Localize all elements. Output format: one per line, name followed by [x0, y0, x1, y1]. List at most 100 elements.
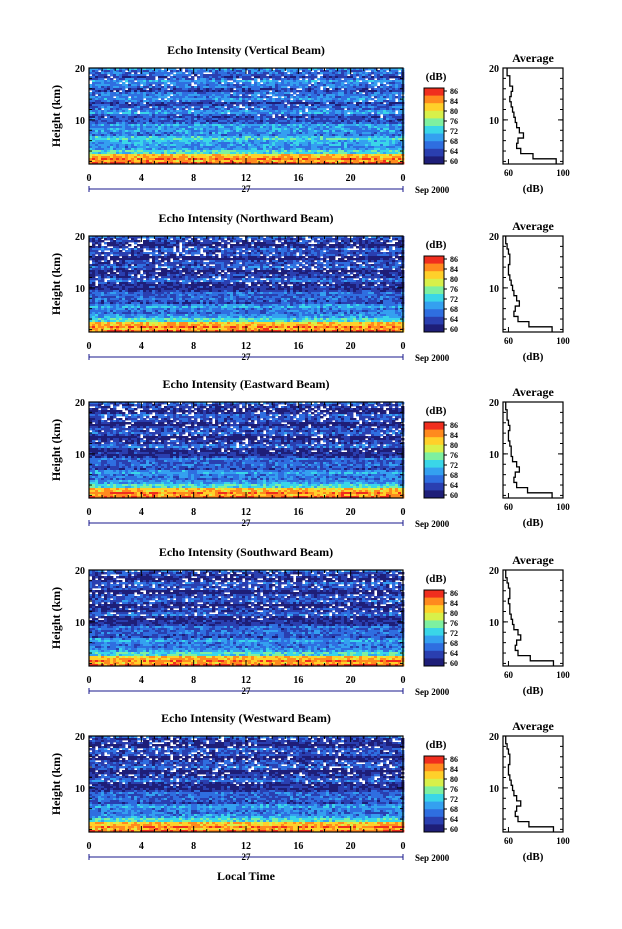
- heatmap-cell: [95, 92, 98, 94]
- heatmap-cell: [194, 74, 197, 76]
- heatmap-cell: [356, 74, 359, 76]
- heatmap-cell: [269, 92, 272, 94]
- x-tick-label: 16: [293, 173, 303, 184]
- heatmap-cell: [272, 94, 275, 96]
- heatmap-cell: [233, 102, 236, 104]
- heatmap-cell: [395, 96, 398, 98]
- heatmap-cell: [374, 96, 377, 98]
- x-tick-label: 0: [401, 173, 406, 184]
- heatmap-cell: [143, 96, 146, 98]
- heatmap-cell: [308, 102, 311, 104]
- heatmap-cell: [266, 72, 269, 74]
- heatmap-cell: [278, 78, 281, 80]
- heatmap-cell: [320, 72, 323, 74]
- heatmap-cell: [386, 82, 389, 84]
- heatmap-cell: [227, 78, 230, 80]
- heatmap-cell: [122, 78, 125, 80]
- heatmap-cell: [371, 98, 374, 100]
- heatmap-cell: [167, 86, 170, 88]
- heatmap-cell: [152, 82, 155, 84]
- heatmap-cell: [173, 70, 176, 72]
- heatmap-cell: [134, 78, 137, 80]
- heatmap-cell: [359, 78, 362, 80]
- heatmap-cell: [368, 86, 371, 88]
- colorbar-tick-label: 84: [450, 97, 458, 106]
- heatmap-cell: [230, 90, 233, 92]
- heatmap-cell: [347, 110, 350, 112]
- heatmap-cell: [263, 96, 266, 98]
- heatmap-cell: [371, 94, 374, 96]
- heatmap-cell: [167, 80, 170, 82]
- heatmap-cell: [140, 82, 143, 84]
- heatmap-cell: [221, 80, 224, 82]
- date-label: Sep 2000: [415, 185, 450, 195]
- colorbar-tick-label: 68: [450, 137, 458, 146]
- y-tick-label: 20: [75, 64, 85, 75]
- heatmap-cell: [395, 92, 398, 94]
- heatmap-cell: [167, 94, 170, 96]
- heatmap-cell: [107, 72, 110, 74]
- heatmap-cell: [392, 76, 395, 78]
- heatmap-cell: [296, 86, 299, 88]
- heatmap-cell: [287, 84, 290, 86]
- heatmap-cell: [287, 102, 290, 104]
- heatmap-cell: [257, 112, 260, 114]
- heatmap-cell: [362, 90, 365, 92]
- heatmap-cell: [119, 110, 122, 112]
- colorbar-tick-label: 60: [450, 157, 458, 166]
- heatmap-cell: [398, 72, 401, 74]
- heatmap-cell: [245, 106, 248, 108]
- heatmap-cell: [119, 80, 122, 82]
- heatmap-cell: [113, 76, 116, 78]
- heatmap-cell: [305, 72, 308, 74]
- heatmap-cell: [326, 84, 329, 86]
- heatmap-cell: [176, 112, 179, 114]
- heatmap-cell: [113, 88, 116, 90]
- heatmap-cell: [113, 94, 116, 96]
- heatmap-cell: [377, 80, 380, 82]
- heatmap: [89, 68, 404, 164]
- heatmap-cell: [374, 76, 377, 78]
- heatmap-cell: [191, 108, 194, 110]
- heatmap-cell: [296, 102, 299, 104]
- heatmap-cell: [146, 86, 149, 88]
- y-tick-label: 10: [75, 116, 85, 127]
- heatmap-cell: [239, 92, 242, 94]
- heatmap-cell: [308, 82, 311, 84]
- heatmap-cell: [374, 84, 377, 86]
- x-tick-label: 4: [139, 173, 144, 184]
- heatmap-cell: [329, 86, 332, 88]
- heatmap-cell: [305, 106, 308, 108]
- heatmap-cell: [260, 80, 263, 82]
- heatmap-cell: [158, 96, 161, 98]
- heatmap-cell: [164, 76, 167, 78]
- heatmap-cell: [239, 76, 242, 78]
- heatmap-cell: [368, 80, 371, 82]
- heatmap-cell: [227, 110, 230, 112]
- heatmap-cell: [191, 104, 194, 106]
- heatmap-cell: [326, 106, 329, 108]
- y-axis-label: Height (km): [49, 85, 63, 147]
- heatmap-cell: [389, 76, 392, 78]
- heatmap-cell: [119, 88, 122, 90]
- heatmap-cell: [275, 94, 278, 96]
- heatmap-cell: [200, 106, 203, 108]
- colorbar-tick-label: 86: [450, 87, 458, 96]
- heatmap-cell: [281, 94, 284, 96]
- heatmap-cell: [128, 100, 131, 102]
- heatmap-cell: [131, 70, 134, 72]
- x-tick-label: 12: [241, 173, 251, 184]
- heatmap-cell: [149, 104, 152, 106]
- heatmap-cell: [143, 100, 146, 102]
- heatmap-cell: [371, 72, 374, 74]
- heatmap-cell: [170, 72, 173, 74]
- heatmap-cell: [101, 106, 104, 108]
- heatmap-cell: [230, 78, 233, 80]
- heatmap-cell: [209, 70, 212, 72]
- heatmap-cell: [233, 86, 236, 88]
- heatmap-cell: [278, 112, 281, 114]
- heatmap-cell: [269, 76, 272, 78]
- heatmap-cell: [320, 84, 323, 86]
- heatmap-cell: [236, 76, 239, 78]
- heatmap-cell: [269, 88, 272, 90]
